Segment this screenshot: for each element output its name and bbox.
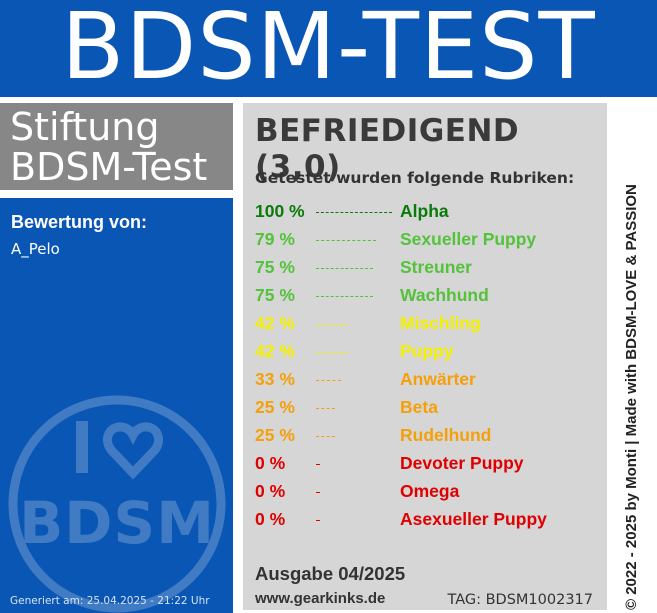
category-row: 33 % Anwärter [255, 369, 605, 393]
category-percent: 0 % [255, 481, 286, 501]
category-name: Alpha [400, 201, 449, 221]
category-row: 0 % Omega [255, 481, 605, 505]
category-percent: 25 % [255, 397, 295, 417]
category-row: 0 % Devoter Puppy [255, 453, 605, 477]
tag-label: TAG: BDSM1002317 [447, 592, 593, 608]
category-bar [316, 380, 341, 381]
publisher-box: Stiftung BDSM-Test [0, 103, 233, 190]
category-bar [316, 408, 335, 409]
category-row: 0 % Asexueller Puppy [255, 509, 605, 533]
category-bar [316, 296, 373, 297]
category-name: Rudelhund [400, 425, 492, 445]
divider [0, 190, 233, 198]
left-panel: Bewertung von: A_Pelo BDSM Generiert am:… [0, 198, 233, 613]
generated-date: Generiert am: 25.04.2025 - 21:22 Uhr [10, 595, 210, 607]
result-panel: BEFRIEDIGEND (3,0) Getestet wurden folge… [243, 103, 607, 613]
issue-label: Ausgabe 04/2025 [255, 563, 406, 584]
category-percent: 25 % [255, 425, 295, 445]
category-percent: 75 % [255, 257, 295, 277]
category-bar [316, 352, 348, 353]
category-bar [316, 240, 376, 241]
category-bar [316, 520, 320, 521]
heart-icon [103, 422, 163, 480]
category-percent: 0 % [255, 453, 286, 473]
category-bar [316, 212, 392, 213]
vertical-credit: © 2022 - 2025 by Monti | Made with BDSM-… [623, 184, 640, 610]
divider [0, 97, 657, 103]
category-row: 75 % Streuner [255, 257, 605, 281]
category-percent: 42 % [255, 341, 295, 361]
category-row: 75 % Wachhund [255, 285, 605, 309]
category-bar [316, 268, 373, 269]
category-percent: 33 % [255, 369, 295, 389]
category-name: Beta [400, 397, 438, 417]
category-name: Wachhund [400, 285, 489, 305]
category-bar [316, 464, 320, 465]
category-bar [316, 436, 335, 437]
category-percent: 42 % [255, 313, 295, 333]
category-row: 42 % Mischling [255, 313, 605, 337]
category-name: Omega [400, 481, 460, 501]
page-title: BDSM-TEST [61, 0, 596, 100]
category-row: 25 % Beta [255, 397, 605, 421]
category-percent: 75 % [255, 285, 295, 305]
category-name: Mischling [400, 313, 481, 333]
category-row: 25 % Rudelhund [255, 425, 605, 449]
publisher-line2: BDSM-Test [10, 145, 208, 189]
evaluation-user: A_Pelo [11, 240, 60, 258]
category-name: Anwärter [400, 369, 476, 389]
website-link[interactable]: www.gearkinks.de [255, 590, 386, 607]
category-percent: 0 % [255, 509, 286, 529]
category-percent: 100 % [255, 201, 305, 221]
publisher-line1: Stiftung [10, 105, 160, 149]
category-row: 79 % Sexueller Puppy [255, 229, 605, 253]
category-percent: 79 % [255, 229, 295, 249]
tested-label: Getestet wurden folgende Rubriken: [255, 169, 575, 187]
divider [243, 610, 657, 613]
category-name: Asexueller Puppy [400, 509, 547, 529]
evaluation-label: Bewertung von: [11, 212, 148, 232]
category-row: 100 % Alpha [255, 201, 605, 225]
category-row: 42 % Puppy [255, 341, 605, 365]
grade-title: BEFRIEDIGEND (3,0) [255, 113, 520, 185]
credit-strip [607, 97, 657, 613]
svg-text:BDSM: BDSM [19, 489, 215, 557]
category-name: Streuner [400, 257, 472, 277]
i-love-bdsm-logo: BDSM [8, 395, 226, 613]
category-bar [316, 492, 320, 493]
divider [233, 97, 243, 613]
category-name: Sexueller Puppy [400, 229, 537, 249]
category-bar [316, 324, 348, 325]
category-name: Puppy [400, 341, 454, 361]
header-banner: BDSM-TEST [0, 0, 657, 100]
category-name: Devoter Puppy [400, 453, 524, 473]
